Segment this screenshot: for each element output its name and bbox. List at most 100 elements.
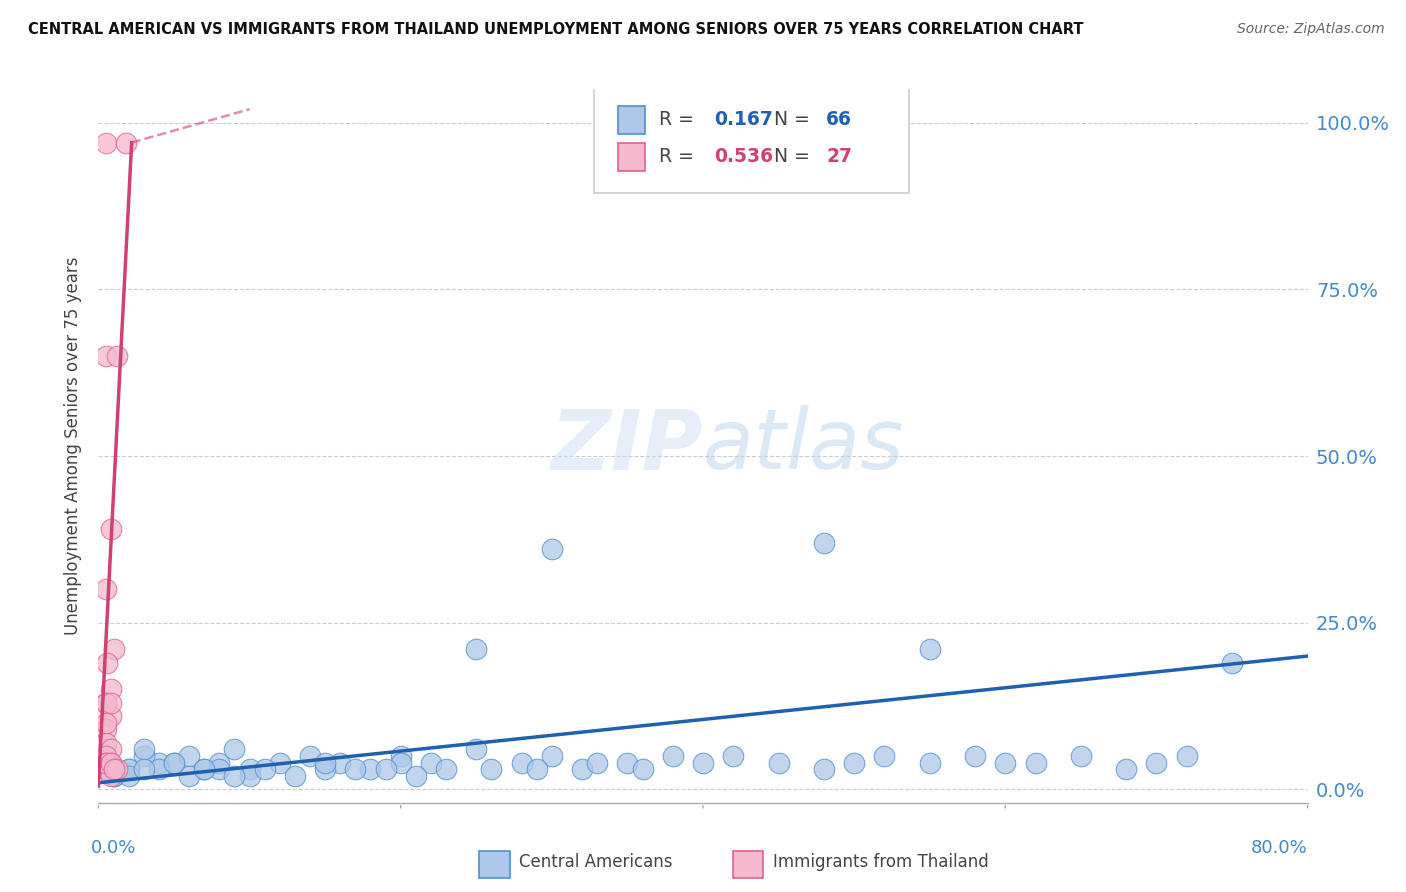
Point [148, 756, 170, 770]
Point [540, 542, 562, 557]
Point [179, 749, 201, 764]
Text: 0.536: 0.536 [714, 147, 773, 167]
Point [723, 749, 745, 764]
Point [103, 769, 125, 783]
Point [100, 682, 122, 697]
Point [224, 769, 246, 783]
Point [374, 763, 396, 777]
FancyBboxPatch shape [479, 851, 509, 878]
Point [540, 749, 562, 764]
Point [105, 349, 128, 363]
Point [132, 742, 155, 756]
Text: 0.167: 0.167 [714, 111, 773, 129]
Point [844, 756, 866, 770]
Text: N =: N = [775, 111, 817, 129]
Point [768, 756, 790, 770]
Point [208, 763, 231, 777]
Point [100, 709, 122, 723]
Point [918, 756, 941, 770]
Point [100, 756, 122, 770]
Point [94, 136, 117, 150]
Point [1115, 763, 1137, 777]
Point [96, 656, 118, 670]
Y-axis label: Unemployment Among Seniors over 75 years: Unemployment Among Seniors over 75 years [65, 257, 83, 635]
Point [103, 763, 125, 777]
Point [813, 535, 835, 549]
Point [100, 756, 122, 770]
Point [94, 749, 117, 764]
Point [1070, 749, 1092, 764]
Text: R =: R = [659, 147, 700, 167]
Point [103, 769, 125, 783]
Point [163, 756, 186, 770]
Point [269, 756, 291, 770]
Point [616, 756, 638, 770]
Point [314, 756, 336, 770]
Point [118, 763, 141, 777]
Point [94, 756, 117, 770]
Point [94, 696, 117, 710]
Text: ZIP: ZIP [550, 406, 703, 486]
Point [965, 749, 987, 764]
Text: 66: 66 [827, 111, 852, 129]
Point [208, 756, 231, 770]
Point [224, 742, 246, 756]
Point [193, 763, 215, 777]
FancyBboxPatch shape [734, 851, 763, 878]
Text: N =: N = [775, 147, 817, 167]
Point [284, 769, 307, 783]
Point [1220, 656, 1243, 670]
Point [163, 756, 186, 770]
Point [114, 136, 136, 150]
Point [239, 769, 262, 783]
Text: R =: R = [659, 111, 700, 129]
Point [100, 522, 122, 536]
Point [132, 749, 155, 764]
Point [94, 763, 117, 777]
Point [94, 696, 117, 710]
Point [118, 769, 141, 783]
Point [434, 763, 457, 777]
Point [94, 582, 117, 597]
Point [314, 763, 336, 777]
Point [994, 756, 1017, 770]
Point [813, 763, 835, 777]
Text: Source: ZipAtlas.com: Source: ZipAtlas.com [1237, 22, 1385, 37]
Point [1144, 756, 1167, 770]
Point [179, 769, 201, 783]
Text: 80.0%: 80.0% [1251, 839, 1308, 857]
FancyBboxPatch shape [595, 86, 908, 193]
Point [631, 763, 654, 777]
Point [94, 715, 117, 730]
Point [344, 763, 367, 777]
Point [465, 642, 488, 657]
Text: atlas: atlas [703, 406, 904, 486]
Point [239, 763, 262, 777]
Point [105, 763, 128, 777]
Point [329, 756, 352, 770]
Point [571, 763, 593, 777]
Point [1175, 749, 1198, 764]
Text: Central Americans: Central Americans [519, 853, 672, 871]
Point [360, 763, 382, 777]
Point [389, 749, 412, 764]
Point [481, 763, 503, 777]
Point [692, 756, 714, 770]
Text: 0.0%: 0.0% [91, 839, 136, 857]
Point [405, 769, 427, 783]
Point [148, 763, 170, 777]
Point [465, 742, 488, 756]
Point [118, 763, 141, 777]
Point [389, 756, 412, 770]
Point [94, 763, 117, 777]
Point [94, 349, 117, 363]
Point [586, 756, 609, 770]
FancyBboxPatch shape [619, 143, 645, 171]
Point [132, 763, 155, 777]
Point [873, 749, 896, 764]
Point [918, 642, 941, 657]
Point [193, 763, 215, 777]
Text: 27: 27 [827, 147, 852, 167]
Point [1024, 756, 1046, 770]
Point [94, 756, 117, 770]
